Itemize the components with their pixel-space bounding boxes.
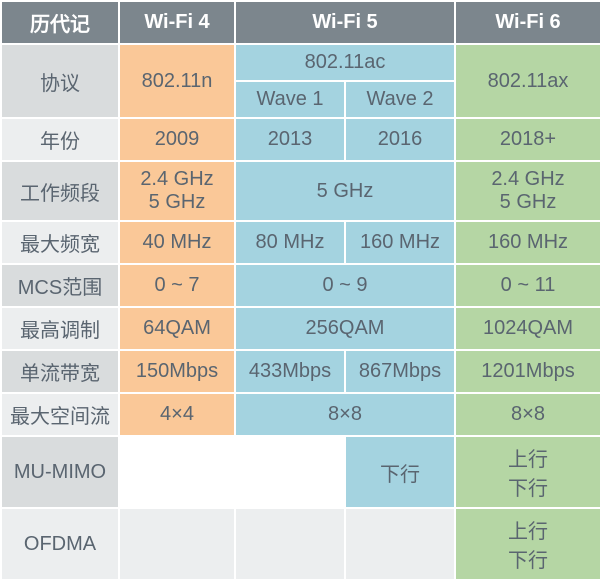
protocol-wifi6: 802.11ax: [455, 44, 600, 118]
header-wifi6: Wi-Fi 6: [455, 1, 600, 44]
spatial-wifi4: 4×4: [119, 393, 235, 436]
mod-wifi6: 1024QAM: [455, 307, 600, 350]
row-year: 年份 2009 2013 2016 2018+: [1, 118, 600, 161]
protocol-wifi5: 802.11ac: [235, 44, 455, 81]
stream-wave2: 867Mbps: [345, 350, 455, 393]
row-mumimo: MU-MIMO 下行 上行下行: [1, 436, 600, 508]
mcs-wifi4: 0 ~ 7: [119, 264, 235, 307]
bw-wifi4: 40 MHz: [119, 221, 235, 264]
label-band: 工作频段: [1, 161, 119, 221]
label-mumimo: MU-MIMO: [1, 436, 119, 508]
bw-wave2: 160 MHz: [345, 221, 455, 264]
mod-wifi4: 64QAM: [119, 307, 235, 350]
stream-wave1: 433Mbps: [235, 350, 345, 393]
band-wifi6: 2.4 GHz5 GHz: [455, 161, 600, 221]
row-stream: 单流带宽 150Mbps 433Mbps 867Mbps 1201Mbps: [1, 350, 600, 393]
table-header-row: 历代记 Wi-Fi 4 Wi-Fi 5 Wi-Fi 6: [1, 1, 600, 44]
ofdma-wifi4-blank: [119, 508, 235, 580]
label-mcs: MCS范围: [1, 264, 119, 307]
label-year: 年份: [1, 118, 119, 161]
header-history: 历代记: [1, 1, 119, 44]
row-mcs: MCS范围 0 ~ 7 0 ~ 9 0 ~ 11: [1, 264, 600, 307]
wifi-comparison-table: 历代记 Wi-Fi 4 Wi-Fi 5 Wi-Fi 6 协议 802.11n 8…: [0, 0, 600, 581]
row-protocol-top: 协议 802.11n 802.11ac 802.11ax: [1, 44, 600, 81]
protocol-wave2: Wave 2: [345, 81, 455, 118]
label-ofdma: OFDMA: [1, 508, 119, 580]
label-protocol: 协议: [1, 44, 119, 118]
label-spatial: 最大空间流: [1, 393, 119, 436]
spatial-wifi6: 8×8: [455, 393, 600, 436]
protocol-wifi4: 802.11n: [119, 44, 235, 118]
mcs-wifi5: 0 ~ 9: [235, 264, 455, 307]
protocol-wave1: Wave 1: [235, 81, 345, 118]
row-ofdma: OFDMA 上行下行: [1, 508, 600, 580]
ofdma-wifi6: 上行下行: [455, 508, 600, 580]
mumimo-wave2: 下行: [345, 436, 455, 508]
year-wave2: 2016: [345, 118, 455, 161]
label-modulation: 最高调制: [1, 307, 119, 350]
band-wifi5: 5 GHz: [235, 161, 455, 221]
ofdma-wave1-blank: [235, 508, 345, 580]
label-bandwidth: 最大频宽: [1, 221, 119, 264]
mumimo-wifi6: 上行下行: [455, 436, 600, 508]
band-wifi4: 2.4 GHz5 GHz: [119, 161, 235, 221]
row-modulation: 最高调制 64QAM 256QAM 1024QAM: [1, 307, 600, 350]
year-wave1: 2013: [235, 118, 345, 161]
bw-wave1: 80 MHz: [235, 221, 345, 264]
mumimo-wifi4-blank: [119, 436, 235, 508]
bw-wifi6: 160 MHz: [455, 221, 600, 264]
label-stream: 单流带宽: [1, 350, 119, 393]
row-band: 工作频段 2.4 GHz5 GHz 5 GHz 2.4 GHz5 GHz: [1, 161, 600, 221]
year-wifi6: 2018+: [455, 118, 600, 161]
mod-wifi5: 256QAM: [235, 307, 455, 350]
row-spatial: 最大空间流 4×4 8×8 8×8: [1, 393, 600, 436]
mcs-wifi6: 0 ~ 11: [455, 264, 600, 307]
row-bandwidth: 最大频宽 40 MHz 80 MHz 160 MHz 160 MHz: [1, 221, 600, 264]
spatial-wifi5: 8×8: [235, 393, 455, 436]
stream-wifi6: 1201Mbps: [455, 350, 600, 393]
stream-wifi4: 150Mbps: [119, 350, 235, 393]
mumimo-wave1-blank: [235, 436, 345, 508]
ofdma-wave2-blank: [345, 508, 455, 580]
year-wifi4: 2009: [119, 118, 235, 161]
header-wifi4: Wi-Fi 4: [119, 1, 235, 44]
header-wifi5: Wi-Fi 5: [235, 1, 455, 44]
